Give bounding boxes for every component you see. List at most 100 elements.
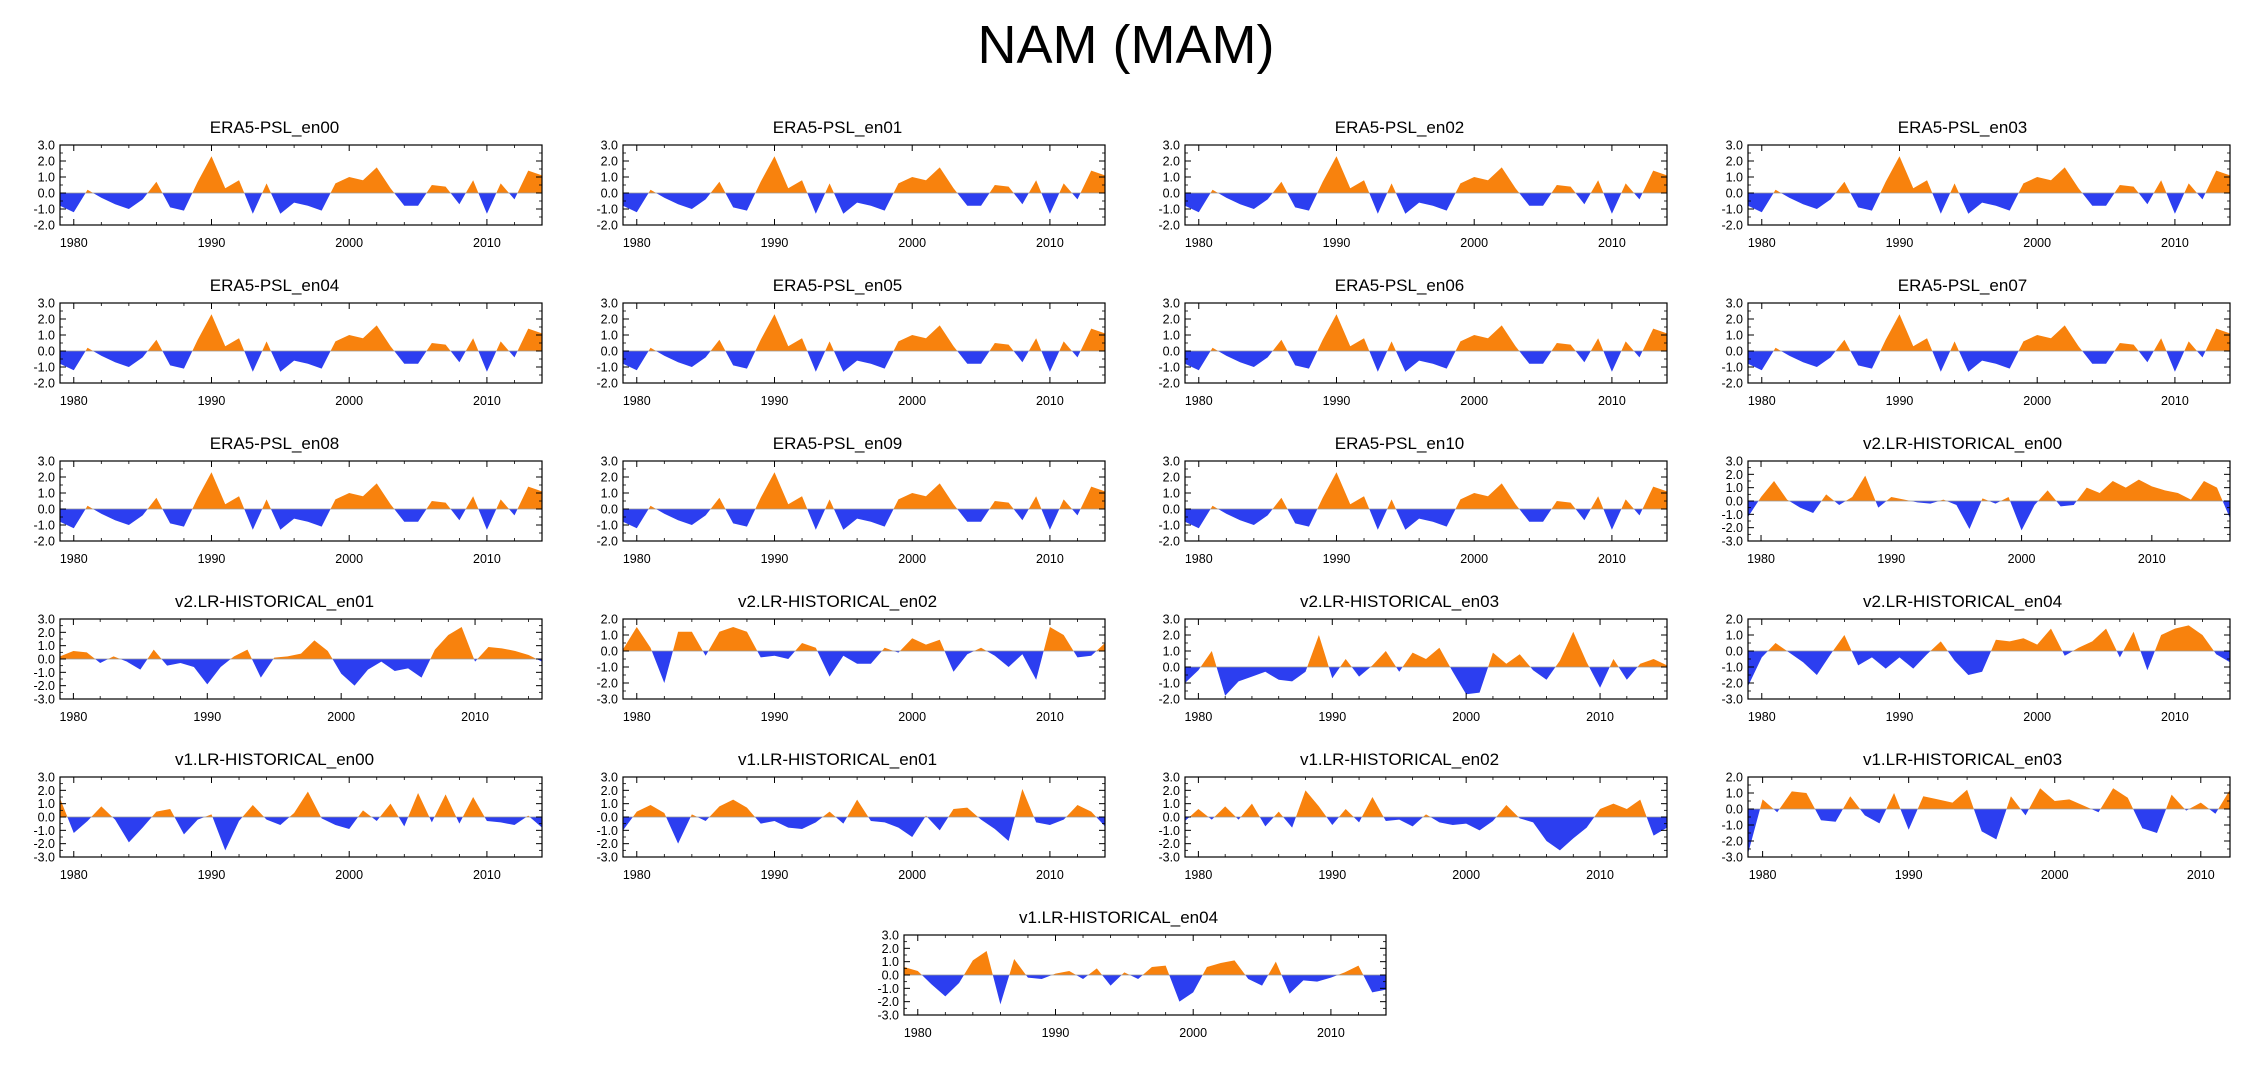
negative-anomaly-area: [1748, 809, 2230, 854]
plot-frame: [1184, 144, 1668, 226]
y-tick-label: -1.0: [1158, 203, 1180, 217]
y-tick-label: -2.0: [1721, 377, 1743, 391]
negative-anomaly-area: [60, 659, 542, 686]
x-tick-label: 2000: [2041, 868, 2069, 882]
x-tick-label: 2010: [1036, 868, 1064, 882]
y-tick-label: 0.0: [38, 653, 55, 667]
panel-title: v1.LR-HISTORICAL_en04: [1018, 908, 1219, 927]
y-tick-label: 0.0: [1726, 803, 1743, 817]
x-tick-label: 1990: [761, 710, 789, 724]
y-tick-label: 3.0: [38, 455, 55, 469]
negative-anomaly-area: [1748, 351, 2230, 372]
y-tick-label: 0.0: [38, 503, 55, 517]
x-tick-label: 2010: [1036, 710, 1064, 724]
y-tick-label: 2.0: [601, 471, 618, 485]
plot-area: 3.0 2.0 1.0 0.0 -1.0 -2.0 1980 1990 2000 2010: [1721, 139, 2231, 250]
x-tick-label: 1980: [60, 552, 88, 566]
plot-area: 3.02.01.00.0-1.0-2.0-3.0 1980 1990 2000 2010: [596, 771, 1106, 882]
plot-area: 2.0 1.0 0.0 -1.0 -2.0 -3.0 1980 1990 2000 2010: [1721, 613, 2231, 724]
plot-area: 3.02.01.00.0-1.0-2.0-3.0 1980 1990 2000 2010: [33, 613, 543, 724]
panel-title: ERA5-PSL_en03: [1897, 118, 2028, 137]
y-tick-label: -1.0: [596, 361, 618, 375]
negative-anomaly-area: [1185, 667, 1667, 696]
plot-frame: [1747, 144, 2231, 226]
plot-frame: [59, 144, 543, 226]
x-tick-label: 2000: [898, 236, 926, 250]
positive-anomaly-area: [623, 627, 1105, 651]
y-tick-label: -1.0: [1721, 819, 1743, 833]
y-tick-label: -2.0: [1158, 693, 1180, 707]
negative-anomaly-area: [1185, 509, 1667, 530]
x-tick-label: 1990: [198, 552, 226, 566]
plot-area: 3.0 2.0 1.0 0.0 -1.0 -2.0 1980 1990 2000 2010: [1158, 455, 1668, 566]
y-tick-label: 1.0: [1726, 481, 1743, 495]
x-tick-label: 2010: [461, 710, 489, 724]
x-tick-label: 1990: [1895, 868, 1923, 882]
y-tick-label: 1.0: [1163, 329, 1180, 343]
y-tick-label: 3.0: [1726, 455, 1743, 469]
x-tick-label: 1990: [761, 868, 789, 882]
y-tick-label: -3.0: [877, 1009, 899, 1023]
y-tick-label: -1.0: [1158, 824, 1180, 838]
timeseries-panel: v2.LR-HISTORICAL_en01 3.0 2.0 1.0 0.0 -1.0 -2.…: [2, 592, 547, 742]
y-tick-label: -2.0: [596, 377, 618, 391]
y-tick-label: -2.0: [33, 679, 55, 693]
y-tick-label: 0.0: [1163, 661, 1180, 675]
plot-area: 3.0 2.0 1.0 0.0 -1.0 -2.0 1980 1990 2000 2010: [1158, 297, 1668, 408]
y-tick-label: 0.0: [1726, 187, 1743, 201]
y-tick-label: 2.0: [1163, 784, 1180, 798]
y-tick-label: 1.0: [1163, 645, 1180, 659]
x-tick-label: 2000: [898, 552, 926, 566]
panel-title: ERA5-PSL_en09: [772, 434, 903, 453]
y-tick-label: 2.0: [1726, 613, 1743, 627]
x-tick-label: 2000: [335, 394, 363, 408]
y-tick-label: 0.0: [882, 969, 899, 983]
y-tick-label: -1.0: [596, 824, 618, 838]
x-tick-label: 2000: [1179, 1026, 1207, 1040]
plot-frame: [1184, 460, 1668, 542]
panel-title: ERA5-PSL_en00: [209, 118, 340, 137]
y-tick-label: -2.0: [33, 219, 55, 233]
y-tick-label: 0.0: [1726, 495, 1743, 509]
y-tick-label: 0.0: [1726, 345, 1743, 359]
plot-area: 3.0 2.0 1.0 0.0 -1.0 -2.0 1980 1990 2000 2010: [33, 455, 543, 566]
y-tick-label: 3.0: [1726, 139, 1743, 153]
y-tick-label: -3.0: [1721, 535, 1743, 549]
timeseries-panel: v2.LR-HISTORICAL_en03 3.0 2.0 1.0 0.0 -1.0 -2.…: [1127, 592, 1672, 742]
x-tick-label: 2010: [1317, 1026, 1345, 1040]
plot-frame: [1184, 302, 1668, 384]
plot-area: 3.0 2.0 1.0 0.0 -1.0 -2.0 1980 1990 2000 2010: [1158, 139, 1668, 250]
plot-frame: [622, 144, 1106, 226]
x-tick-label: 1990: [761, 394, 789, 408]
panel-title: v1.LR-HISTORICAL_en01: [737, 750, 938, 769]
panel-title: v2.LR-HISTORICAL_en02: [737, 592, 938, 611]
y-tick-label: -2.0: [1721, 835, 1743, 849]
x-tick-label: 1980: [623, 710, 651, 724]
timeseries-panel: v1.LR-HISTORICAL_en03 2.0 1.0 0.0 -1.0 -2.0 -3…: [1690, 750, 2235, 900]
x-tick-label: 2010: [1598, 394, 1626, 408]
negative-anomaly-area: [904, 975, 1386, 1005]
y-tick-label: 1.0: [601, 329, 618, 343]
negative-anomaly-area: [1748, 193, 2230, 214]
x-tick-label: 1980: [1185, 236, 1213, 250]
y-tick-label: 2.0: [882, 942, 899, 956]
positive-anomaly-area: [1748, 475, 2230, 501]
x-tick-label: 1980: [623, 394, 651, 408]
positive-anomaly-area: [1748, 788, 2230, 809]
x-tick-label: 2000: [2023, 710, 2051, 724]
positive-anomaly-area: [1748, 625, 2230, 651]
negative-anomaly-area: [60, 817, 542, 851]
x-tick-label: 1990: [1323, 552, 1351, 566]
y-tick-label: -2.0: [596, 535, 618, 549]
panel-title: v1.LR-HISTORICAL_en00: [174, 750, 375, 769]
y-tick-label: -1.0: [596, 519, 618, 533]
y-tick-label: -1.0: [33, 361, 55, 375]
y-tick-label: -1.0: [877, 982, 899, 996]
y-tick-label: 0.0: [1163, 345, 1180, 359]
panel-title: ERA5-PSL_en07: [1897, 276, 2028, 295]
plot-area: 3.0 2.0 1.0 0.0 -1.0 -2.0 1980 1990 2000 2010: [33, 139, 543, 250]
x-tick-label: 2000: [335, 236, 363, 250]
timeseries-panel: v1.LR-HISTORICAL_en04 3.0 2.0 1.0 0.0 -1.0 -2.…: [846, 908, 1391, 1058]
y-tick-label: 1.0: [882, 955, 899, 969]
x-tick-label: 2000: [1460, 552, 1488, 566]
